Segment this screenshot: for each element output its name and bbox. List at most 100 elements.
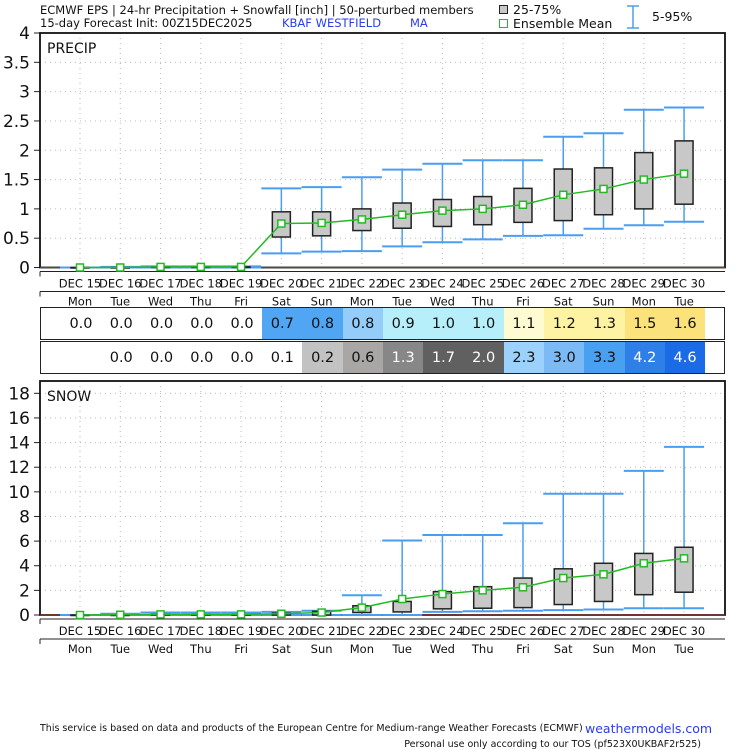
snow-row-cell: 0.0 [181, 342, 222, 373]
x-day-label: Tue [673, 295, 694, 309]
y-tick-label: 0 [19, 259, 30, 279]
y-tick-label: 2 [19, 581, 30, 601]
snow-row-cell: 2.3 [503, 342, 545, 373]
x-day-label: Sun [593, 295, 615, 309]
x-date-label: DEC 29 [623, 624, 665, 638]
x-day-label: Wed [430, 642, 455, 656]
snow-total-row: 0.0 0.0 0.0 0.0 0.1 0.2 0.6 1.3 1.7 2.0 2.3 3.0 3.3 4… [40, 341, 725, 374]
box-whisker-12 [543, 135, 584, 237]
x-day-label: Tue [673, 642, 694, 656]
mean-point [438, 589, 447, 599]
chart-header-init: 15-day Forecast Init: 00Z15DEC2025 [40, 16, 253, 30]
x-date-label: DEC 25 [461, 277, 503, 291]
x-date-label: DEC 28 [582, 624, 624, 638]
y-tick-label: 14 [8, 434, 30, 454]
footer-site-link[interactable]: weathermodels.com [585, 721, 713, 736]
x-date-label: DEC 22 [341, 277, 383, 291]
x-date-label: DEC 17 [139, 277, 181, 291]
box-whisker-11 [502, 522, 543, 612]
precip-row-cell: 0.0 [141, 308, 182, 339]
y-tick-label: 4 [19, 24, 30, 44]
y-tick-label: 2 [19, 141, 30, 161]
footer-tos: Personal use only according to our TOS (… [404, 739, 701, 750]
x-day-label: Tue [109, 642, 130, 656]
mean-point [599, 570, 608, 579]
snow-row-cell: 3.3 [584, 342, 625, 373]
x-day-label: Fri [234, 295, 248, 309]
mean-point [639, 175, 649, 184]
snow-row-cell: 0.2 [302, 342, 343, 373]
x-date-label: DEC 24 [421, 624, 463, 638]
x-day-label: Thu [471, 642, 494, 656]
x-date-label: DEC 26 [502, 277, 544, 291]
mean-point [116, 263, 125, 272]
x-date-label: DEC 29 [623, 277, 665, 291]
footer-disclaimer: This service is based on data and produc… [40, 723, 583, 734]
x-day-label: Mon [68, 295, 92, 309]
y-tick-label: 16 [8, 409, 30, 429]
panel-title: PRECIP [47, 41, 96, 57]
mean-point [558, 573, 568, 583]
y-tick-label: 0.5 [3, 229, 30, 249]
box-whisker-8 [382, 539, 423, 616]
x-day-label: Fri [516, 295, 530, 309]
x-date-label: DEC 16 [99, 277, 141, 291]
mean-point [236, 262, 246, 272]
x-day-label: Tue [391, 642, 412, 656]
box-whisker-13 [583, 492, 624, 611]
mean-line [79, 557, 685, 616]
box-whisker-12 [543, 492, 584, 612]
chart-header-title: ECMWF EPS | 24-hr Precipitation + Snowfa… [40, 3, 474, 17]
x-day-label: Mon [68, 642, 92, 656]
x-date-label: DEC 28 [582, 277, 624, 291]
x-day-label: Thu [471, 295, 494, 309]
mean-point [236, 610, 246, 619]
snow-row-cell: 4.2 [624, 342, 665, 373]
x-date-label: DEC 23 [381, 277, 423, 291]
mean-point [277, 609, 286, 619]
snow-row-cell: 2.0 [463, 342, 504, 373]
precip-row-cell: 1.5 [624, 308, 665, 339]
mean-point [438, 206, 447, 215]
x-date-label: DEC 18 [180, 277, 222, 291]
mean-legend-label: Ensemble Mean [513, 16, 613, 31]
y-tick-label: 18 [8, 384, 30, 404]
box-whisker-9 [422, 533, 463, 613]
precip-row-cell: 0.0 [181, 308, 222, 339]
box-whisker-14 [623, 108, 664, 227]
precip-row-cell: 0.8 [342, 308, 384, 339]
x-date-label: DEC 27 [542, 277, 584, 291]
x-day-label: Sun [593, 642, 615, 656]
x-date-label: DEC 30 [663, 277, 705, 291]
x-date-label: DEC 15 [59, 277, 101, 291]
box-whisker-10 [462, 159, 503, 241]
snow-chart: 0 2 4 6 8 10 12 14 16 18 DEC 15 Mon DEC 16 Tue DEC 17 W… [8, 380, 726, 656]
mean-point [156, 262, 165, 272]
mean-point [397, 210, 407, 219]
x-day-label: Fri [234, 642, 248, 656]
mean-point [156, 610, 165, 619]
mean-point [357, 215, 367, 224]
precip-row-cell: 1.0 [423, 308, 464, 339]
mean-point [75, 263, 85, 272]
snow-row-cell: 1.3 [383, 342, 424, 373]
mean-point [116, 610, 125, 620]
snow-row-cell: 0.6 [342, 342, 384, 373]
x-date-label: DEC 20 [260, 624, 302, 638]
x-date-label: DEC 17 [139, 624, 181, 638]
x-date-label: DEC 26 [502, 624, 544, 638]
box-whisker-14 [623, 469, 664, 610]
whisker-legend-label: 5-95% [652, 9, 693, 24]
x-date-label: DEC 19 [220, 277, 262, 291]
mean-point [679, 169, 689, 178]
box-whisker-11 [502, 159, 543, 237]
x-day-label: Mon [632, 642, 656, 656]
box-whisker-13 [583, 132, 624, 230]
x-day-label: Wed [148, 295, 173, 309]
x-day-label: Mon [632, 295, 656, 309]
mean-point [277, 219, 286, 228]
snow-row-cell: 4.6 [664, 342, 706, 373]
x-day-label: Sun [311, 295, 333, 309]
x-date-label: DEC 15 [59, 624, 101, 638]
